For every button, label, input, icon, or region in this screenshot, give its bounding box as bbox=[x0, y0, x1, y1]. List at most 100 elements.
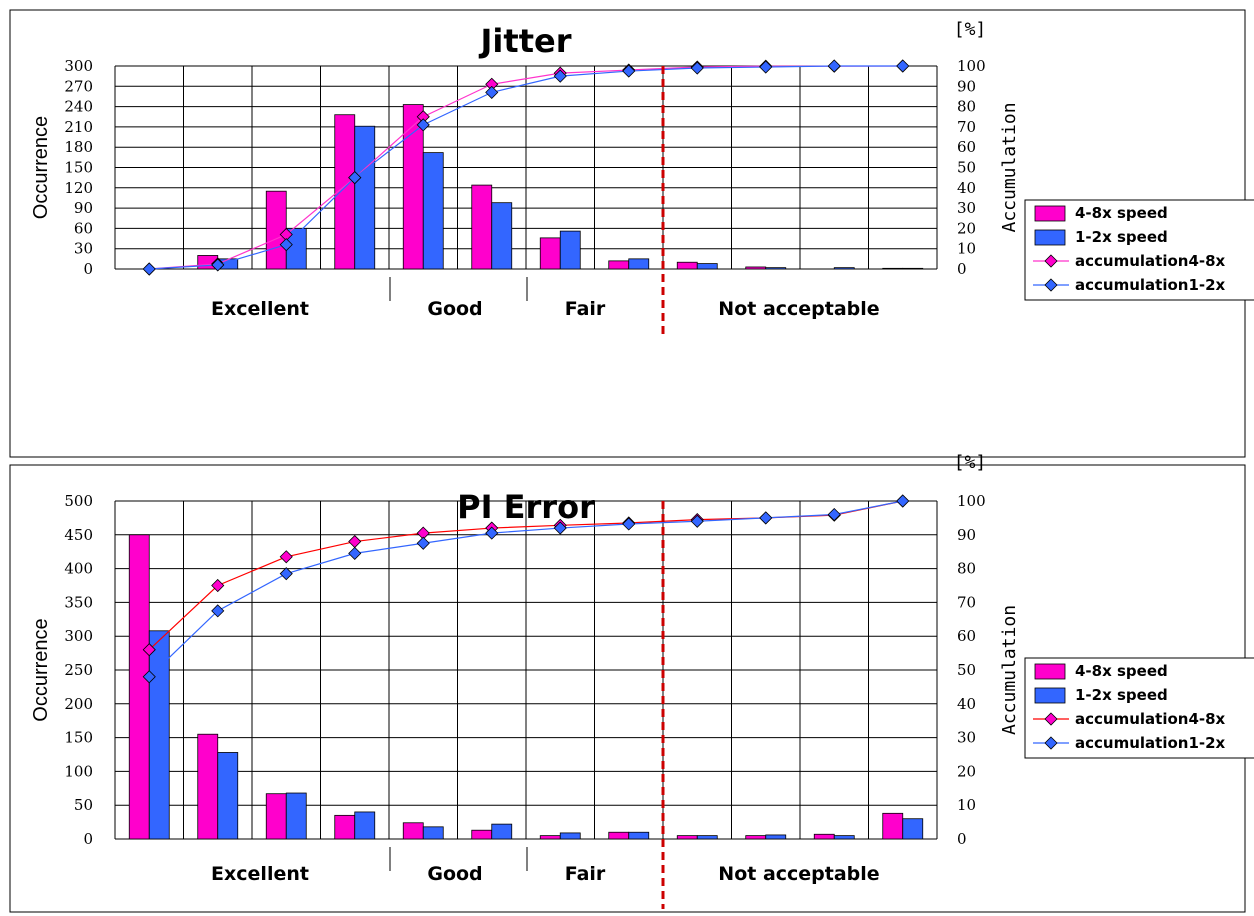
marker-accumulation1-2x-bin-10 bbox=[759, 511, 773, 525]
marker-accumulation1-2x-bin-4 bbox=[348, 171, 362, 185]
legend-swatch bbox=[1034, 663, 1066, 680]
legend-label: accumulation4-8x bbox=[1075, 710, 1226, 728]
legend-swatch bbox=[1034, 229, 1066, 246]
bar-1-2x-bin-6 bbox=[491, 823, 513, 840]
y-tick-label: 50 bbox=[74, 796, 93, 814]
bar-4-8x-bin-4 bbox=[334, 814, 356, 840]
marker-accumulation1-2x-bin-5 bbox=[416, 118, 430, 132]
bar-1-2x-bin-8 bbox=[628, 831, 650, 840]
bar-1-2x-bin-10 bbox=[765, 834, 787, 840]
bar-4-8x-bin-7 bbox=[539, 835, 561, 840]
y2-tick-label: 30 bbox=[957, 729, 976, 747]
bar-1-2x-bin-9 bbox=[696, 835, 718, 840]
y-tick-label: 30 bbox=[74, 240, 93, 258]
y-tick-label: 350 bbox=[64, 593, 93, 611]
y-tick-label: 120 bbox=[64, 179, 93, 197]
legend-label: 4-8x speed bbox=[1075, 662, 1168, 680]
y2-tick-label: 80 bbox=[957, 98, 976, 116]
bar-1-2x-bin-5 bbox=[422, 826, 444, 840]
y2-tick-label: 100 bbox=[957, 57, 986, 75]
marker-accumulation1-2x-bin-7 bbox=[553, 69, 567, 83]
chart-title: Jitter bbox=[479, 22, 572, 60]
y-tick-label: 100 bbox=[64, 762, 93, 780]
y2-unit-label: [%] bbox=[954, 19, 987, 40]
marker-accumulation1-2x-bin-11 bbox=[827, 59, 841, 73]
marker-accumulation4-8x-bin-3 bbox=[279, 550, 293, 564]
bar-1-2x-bin-11 bbox=[833, 835, 855, 840]
legend-swatch-marker bbox=[1044, 736, 1058, 750]
marker-accumulation1-2x-bin-6 bbox=[485, 526, 499, 540]
y-tick-label: 60 bbox=[74, 219, 93, 237]
marker-accumulation1-2x-bin-6 bbox=[485, 85, 499, 99]
y2-tick-label: 0 bbox=[957, 830, 967, 848]
y2-tick-label: 70 bbox=[957, 118, 976, 136]
bar-4-8x-bin-10 bbox=[745, 266, 767, 270]
marker-accumulation1-2x-bin-9 bbox=[690, 61, 704, 75]
chart-panel-1: 0 30 60 90 120 150 180 210 240 270 300 0 10 20 30 40 50 6… bbox=[9, 9, 1254, 458]
bar-4-8x-bin-3 bbox=[265, 190, 287, 270]
marker-accumulation1-2x-bin-12 bbox=[896, 494, 910, 508]
bar-4-8x-bin-7 bbox=[539, 237, 561, 270]
marker-accumulation1-2x-bin-12 bbox=[896, 59, 910, 73]
marker-accumulation4-8x-bin-2 bbox=[211, 578, 225, 593]
marker-accumulation1-2x-bin-8 bbox=[622, 517, 636, 531]
y-axis-label: Occurrence bbox=[30, 618, 52, 721]
marker-accumulation1-2x-bin-2 bbox=[211, 604, 225, 618]
bar-4-8x-bin-10 bbox=[745, 835, 767, 840]
chart-title: PI Error bbox=[457, 488, 595, 526]
category-label: Fair bbox=[565, 863, 606, 885]
bar-1-2x-bin-2 bbox=[217, 752, 239, 840]
y-tick-label: 300 bbox=[64, 627, 93, 645]
marker-accumulation1-2x-bin-1 bbox=[142, 670, 156, 684]
y2-tick-label: 20 bbox=[957, 219, 976, 237]
y2-axis-label: Accumulation bbox=[999, 605, 1020, 735]
legend-label: accumulation1-2x bbox=[1075, 276, 1226, 294]
bar-4-8x-bin-9 bbox=[676, 835, 698, 840]
bar-4-8x-bin-5 bbox=[402, 104, 424, 270]
legend-label: 1-2x speed bbox=[1075, 686, 1168, 704]
y2-tick-label: 10 bbox=[957, 240, 976, 258]
y2-tick-label: 90 bbox=[957, 77, 976, 95]
y2-tick-label: 50 bbox=[957, 661, 976, 679]
bar-1-2x-bin-6 bbox=[491, 202, 513, 270]
bar-1-2x-bin-4 bbox=[354, 811, 376, 840]
marker-accumulation1-2x-bin-5 bbox=[416, 536, 430, 550]
marker-accumulation1-2x-bin-7 bbox=[553, 521, 567, 535]
y-tick-label: 400 bbox=[64, 560, 93, 578]
bar-1-2x-bin-10 bbox=[765, 267, 787, 270]
y2-tick-label: 60 bbox=[957, 627, 976, 645]
y-tick-label: 150 bbox=[64, 729, 93, 747]
marker-accumulation1-2x-bin-9 bbox=[690, 514, 704, 528]
legend-swatch-marker bbox=[1044, 278, 1058, 292]
legend-label: accumulation1-2x bbox=[1075, 734, 1226, 752]
y2-tick-label: 40 bbox=[957, 179, 976, 197]
marker-accumulation1-2x-bin-10 bbox=[759, 60, 773, 74]
bar-1-2x-bin-3 bbox=[285, 792, 307, 840]
y-tick-label: 500 bbox=[64, 492, 93, 510]
category-label: Good bbox=[427, 863, 482, 885]
category-label: Excellent bbox=[211, 863, 309, 885]
y2-axis-label: Accumulation bbox=[999, 102, 1020, 232]
bar-1-2x-bin-8 bbox=[628, 258, 650, 270]
y2-tick-label: 90 bbox=[957, 526, 976, 544]
y-tick-label: 210 bbox=[64, 118, 93, 136]
bar-4-8x-bin-5 bbox=[402, 822, 424, 840]
legend-swatch-marker bbox=[1044, 254, 1058, 268]
category-label: Excellent bbox=[211, 298, 309, 320]
y2-tick-label: 70 bbox=[957, 593, 976, 611]
marker-accumulation1-2x-bin-4 bbox=[348, 546, 362, 560]
line-accumulation4-8x bbox=[149, 65, 903, 270]
y2-tick-label: 20 bbox=[957, 762, 976, 780]
bar-4-8x-bin-1 bbox=[128, 534, 150, 840]
marker-accumulation1-2x-bin-3 bbox=[279, 567, 293, 581]
bar-1-2x-bin-1 bbox=[148, 630, 170, 840]
marker-accumulation4-8x-bin-1 bbox=[142, 643, 156, 657]
bar-1-2x-bin-4 bbox=[354, 125, 376, 270]
y2-tick-label: 50 bbox=[957, 159, 976, 177]
marker-accumulation1-2x-bin-8 bbox=[622, 64, 636, 78]
legend-label: 1-2x speed bbox=[1075, 228, 1168, 246]
bar-4-8x-bin-8 bbox=[608, 260, 630, 270]
category-label: Good bbox=[427, 298, 482, 320]
chart-panel-2: 0 50 100 150 200 250 300 350 400 450 500 0 10 20 30 40 5… bbox=[9, 452, 1254, 913]
